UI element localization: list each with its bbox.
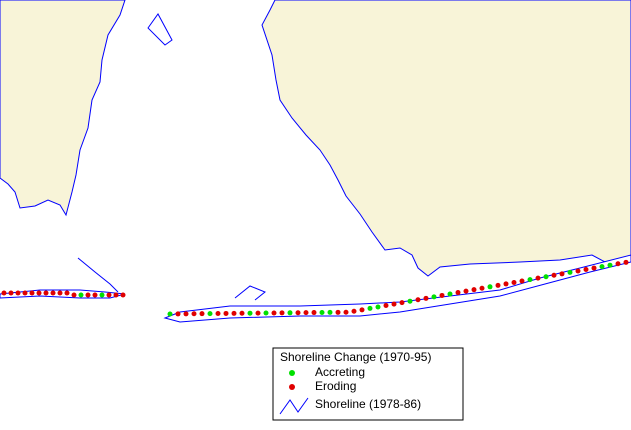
shoreline-point — [455, 290, 461, 296]
land-east — [261, 0, 631, 277]
shoreline-point — [367, 305, 373, 311]
shoreline-point — [551, 272, 557, 278]
shoreline-point — [319, 309, 325, 315]
shoreline-point — [57, 290, 63, 296]
legend-label: Eroding — [315, 379, 356, 393]
legend-label: Accreting — [315, 365, 365, 379]
shoreline-point — [78, 292, 84, 298]
shoreline-point — [223, 310, 229, 316]
shoreline-point — [99, 292, 105, 298]
shoal — [234, 285, 266, 301]
shoreline-point — [50, 290, 56, 296]
shoreline-point — [255, 310, 261, 316]
shoreline-point — [383, 303, 389, 309]
shoreline-point — [279, 310, 285, 316]
shoreline-point — [495, 282, 501, 288]
shoreline-point — [8, 290, 14, 296]
shoreline-point — [239, 310, 245, 316]
shoreline-point — [391, 301, 397, 307]
shoreline-point — [607, 262, 613, 268]
shoreline-point — [22, 290, 28, 296]
shoreline-point — [43, 290, 49, 296]
shoreline-point — [527, 277, 533, 283]
shoreline-point — [175, 311, 181, 317]
shoreline-point — [343, 309, 349, 315]
shoreline-point — [623, 259, 629, 265]
shoreline-point — [511, 279, 517, 285]
shoreline-point — [431, 294, 437, 300]
shoreline-point — [215, 311, 221, 317]
shoreline-point — [399, 300, 405, 306]
shoreline-point — [327, 309, 333, 315]
shoreline-point — [543, 274, 549, 280]
shoreline-point — [375, 304, 381, 310]
shoreline-point — [439, 292, 445, 298]
shoreline-point — [583, 267, 589, 273]
shoreline-point — [263, 310, 269, 316]
shoreline-point — [92, 292, 98, 298]
shoreline-point — [120, 292, 126, 298]
shoreline-point — [447, 291, 453, 297]
shoreline-point — [503, 281, 509, 287]
legend: Shoreline Change (1970-95) Accreting Ero… — [272, 347, 464, 421]
shoreline-point — [519, 278, 525, 284]
shoreline-point — [199, 311, 205, 317]
shoreline-point — [207, 311, 213, 317]
legend-swatch — [289, 370, 295, 376]
shoreline-point — [167, 311, 173, 317]
legend-line — [279, 397, 309, 415]
shoreline-point — [311, 310, 317, 316]
shoreline-point — [247, 310, 253, 316]
legend-label: Shoreline (1978-86) — [315, 397, 421, 411]
shoreline-point — [191, 311, 197, 317]
shoreline-point — [599, 264, 605, 270]
shoreline-point — [567, 269, 573, 275]
shoreline-point — [85, 292, 91, 298]
shoreline-point — [287, 310, 293, 316]
shoreline-point — [463, 288, 469, 294]
shoreline-point — [231, 310, 237, 316]
shoreline-points — [1, 259, 629, 317]
legend-swatch — [289, 384, 295, 390]
shoreline-point — [64, 290, 70, 296]
shoreline-point — [71, 292, 77, 298]
land-west — [0, 0, 126, 217]
shoreline-point — [29, 290, 35, 296]
shoreline-point — [423, 295, 429, 301]
shoreline-point — [479, 285, 485, 291]
shoreline-point — [359, 307, 365, 313]
shoreline-point — [335, 309, 341, 315]
shoreline-point — [415, 297, 421, 303]
shoreline-point — [535, 275, 541, 281]
shoreline-point — [113, 292, 119, 298]
shoreline-point — [36, 290, 42, 296]
land — [0, 0, 631, 277]
shoreline-point — [183, 311, 189, 317]
shoreline-point — [407, 298, 413, 304]
shoreline-point — [15, 290, 21, 296]
shoreline-point — [106, 292, 112, 298]
shoreline-point — [615, 261, 621, 267]
shoreline-point — [1, 290, 7, 296]
shoreline-point — [271, 310, 277, 316]
shoreline-point — [575, 268, 581, 274]
west-hook — [77, 257, 119, 293]
shoreline-point — [303, 310, 309, 316]
legend-title: Shoreline Change (1970-95) — [280, 350, 431, 364]
shoreline-point — [351, 308, 357, 314]
shoreline-point — [487, 284, 493, 290]
legend-box — [272, 347, 464, 421]
island-north — [147, 13, 173, 46]
shoreline-point — [295, 310, 301, 316]
shoreline-point — [471, 287, 477, 293]
shoreline-point — [559, 271, 565, 277]
shoreline-point — [591, 265, 597, 271]
